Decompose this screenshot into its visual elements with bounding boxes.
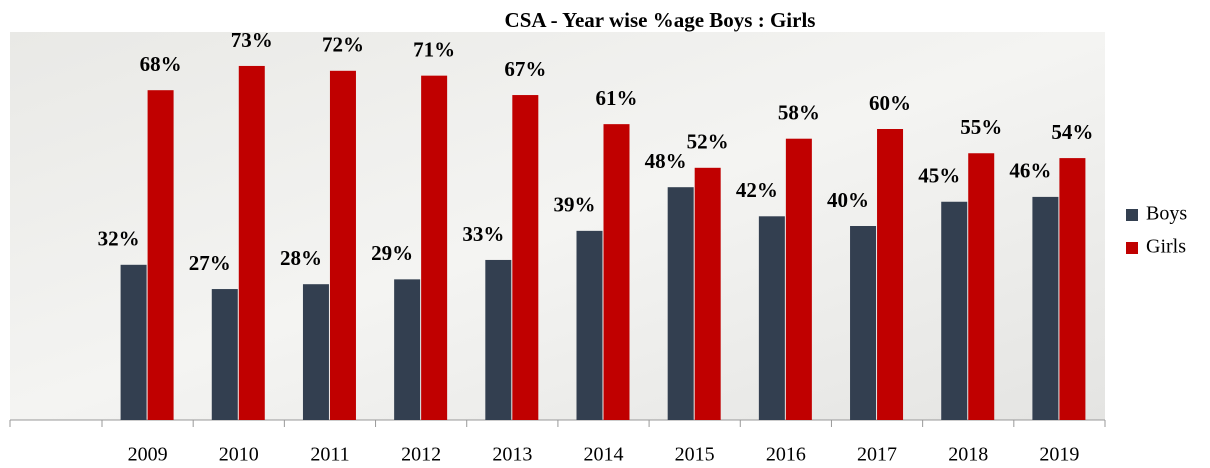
value-label: 67% [504,57,546,81]
value-label: 61% [596,86,638,110]
x-tick-label: 2019 [1039,444,1079,466]
value-label: 73% [231,28,273,52]
value-label: 60% [869,91,911,115]
legend-swatch [1126,209,1138,221]
value-label: 58% [778,101,820,125]
bar [877,129,903,420]
x-tick-label: 2017 [857,444,897,466]
bar [121,265,147,420]
bar [577,231,603,420]
x-tick-label: 2012 [401,444,441,466]
value-label: 52% [687,130,729,154]
bar [303,284,329,420]
bar [968,153,994,420]
value-label: 39% [554,193,596,217]
value-label: 42% [736,178,778,202]
bar [330,71,356,420]
bar [604,124,630,420]
legend-label: Boys [1146,203,1187,225]
value-label: 29% [371,241,413,265]
bar [1032,197,1058,420]
x-tick-label: 2013 [492,444,532,466]
x-tick-label: 2018 [948,444,988,466]
x-tick-label: 2014 [584,444,624,466]
value-label: 40% [827,188,869,212]
value-label: 46% [1009,159,1051,183]
bar [786,139,812,420]
value-label: 27% [189,251,231,275]
x-tick-label: 2010 [219,444,259,466]
bar [148,90,174,420]
bar [512,95,538,420]
x-tick-label: 2009 [128,444,168,466]
plot-background [10,32,1105,420]
bar [394,279,420,420]
bar [239,66,265,420]
bar [759,216,785,420]
bar [212,289,238,420]
x-tick-label: 2011 [310,444,349,466]
chart: CSA - Year wise %age Boys : Girls 2009 32… [0,0,1210,468]
value-label: 48% [645,149,687,173]
value-label: 68% [140,52,182,76]
x-tick-label: 2016 [766,444,806,466]
bar [1059,158,1085,420]
bar [941,202,967,420]
value-label: 55% [960,115,1002,139]
chart-title: CSA - Year wise %age Boys : Girls [505,8,816,32]
value-label: 33% [462,222,504,246]
value-label: 32% [98,227,140,251]
bar [485,260,511,420]
value-label: 54% [1051,120,1093,144]
value-label: 72% [322,33,364,57]
bar [668,187,694,420]
x-tick-label: 2015 [675,444,715,466]
legend-label: Girls [1146,236,1186,258]
bar [695,168,721,420]
bar [850,226,876,420]
value-label: 71% [413,37,455,61]
value-label: 28% [280,246,322,270]
legend-swatch [1126,242,1138,254]
value-label: 45% [918,164,960,188]
bar [421,76,447,420]
